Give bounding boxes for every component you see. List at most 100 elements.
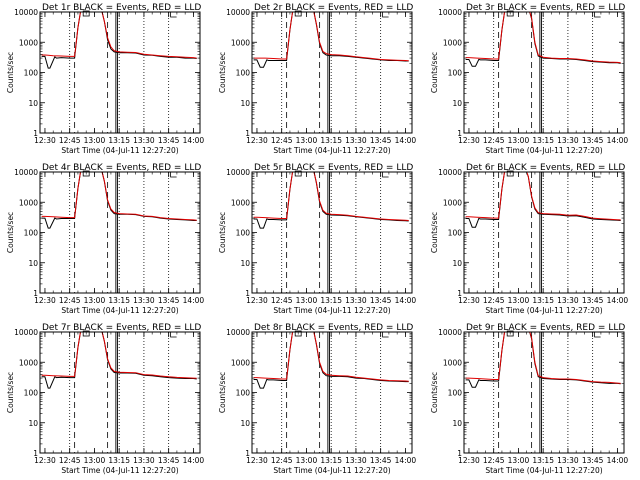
plot-frame <box>463 171 625 294</box>
y-tick-label: 10 <box>452 99 462 108</box>
y-tick-label: 10 <box>28 419 38 428</box>
x-tick-label: 13:15 <box>532 296 554 305</box>
y-tick-label: 100 <box>448 389 463 398</box>
x-tick-label: 14:00 <box>183 296 205 305</box>
panel-title: Det 6r BLACK = Events, RED = LLD <box>466 163 625 173</box>
top-marker <box>594 172 601 178</box>
x-tick-label: 13:15 <box>532 456 554 465</box>
x-tick-label: 13:00 <box>296 456 318 465</box>
y-tick-label: 1 <box>33 129 38 138</box>
panel-title: Det 9r BLACK = Events, RED = LLD <box>466 323 625 333</box>
panel-title: Det 5r BLACK = Events, RED = LLD <box>254 163 413 173</box>
y-tick-label: 100 <box>448 229 463 238</box>
y-tick-label: 10 <box>240 419 250 428</box>
x-tick-label: 12:30 <box>34 136 56 145</box>
y-tick-label: 1 <box>457 129 462 138</box>
y-tick-label: 10000 <box>438 168 462 177</box>
detector-panel-8: Det 8r BLACK = Events, RED = LLD Counts/s… <box>218 323 416 475</box>
plot-frame <box>463 11 625 134</box>
panel-title: Det 4r BLACK = Events, RED = LLD <box>42 163 201 173</box>
x-tick-label: 13:00 <box>296 136 318 145</box>
top-marker <box>170 172 177 178</box>
x-tick-label: 13:15 <box>320 456 342 465</box>
x-tick-label: 12:45 <box>59 456 81 465</box>
y-axis-label: Counts/sec <box>6 212 15 253</box>
x-tick-label: 13:45 <box>158 136 180 145</box>
x-tick-label: 13:30 <box>557 296 579 305</box>
top-marker <box>170 332 177 338</box>
x-tick-label: 13:45 <box>370 296 392 305</box>
x-tick-label: 13:00 <box>296 296 318 305</box>
lld-series-line <box>465 172 621 221</box>
y-tick-label: 1000 <box>19 38 38 47</box>
y-tick-label: 100 <box>24 229 39 238</box>
y-tick-label: 1000 <box>231 358 250 367</box>
x-axis-label: Start Time (04-Jul-11 12:27:20) <box>61 466 178 475</box>
x-tick-label: 12:45 <box>483 296 505 305</box>
y-tick-label: 100 <box>236 69 251 78</box>
x-tick-label: 13:45 <box>582 456 604 465</box>
x-tick-label: 12:30 <box>246 296 268 305</box>
y-axis-label: Counts/sec <box>430 52 439 93</box>
x-tick-label: 13:30 <box>345 136 367 145</box>
y-tick-label: 1 <box>245 449 250 458</box>
x-tick-label: 12:30 <box>246 136 268 145</box>
x-tick-label: 13:00 <box>84 136 106 145</box>
panel-title: Det 8r BLACK = Events, RED = LLD <box>254 323 413 333</box>
y-tick-label: 10000 <box>438 8 462 17</box>
detector-panel-2: Det 2r BLACK = Events, RED = LLD Counts/s… <box>218 3 416 155</box>
top-marker <box>594 12 601 18</box>
lld-series-line <box>41 172 197 221</box>
x-axis-label: Start Time (04-Jul-11 12:27:20) <box>273 146 390 155</box>
detector-panel-7: Det 7r BLACK = Events, RED = LLD Counts/s… <box>6 323 204 475</box>
y-tick-label: 10 <box>28 99 38 108</box>
x-tick-label: 14:00 <box>395 456 417 465</box>
y-axis-label: Counts/sec <box>6 372 15 413</box>
x-tick-label: 12:45 <box>483 136 505 145</box>
x-tick-label: 13:15 <box>320 296 342 305</box>
lld-series-line <box>465 12 621 64</box>
y-tick-label: 10000 <box>14 8 38 17</box>
x-tick-label: 14:00 <box>395 296 417 305</box>
y-tick-label: 1000 <box>231 198 250 207</box>
y-tick-label: 1000 <box>443 358 462 367</box>
y-tick-label: 10000 <box>14 328 38 337</box>
y-tick-label: 1 <box>245 289 250 298</box>
x-axis-label: Start Time (04-Jul-11 12:27:20) <box>61 306 178 315</box>
top-marker <box>382 332 389 338</box>
y-tick-label: 10 <box>452 259 462 268</box>
lld-series-line <box>41 332 197 379</box>
plot-frame <box>39 11 201 134</box>
x-tick-label: 12:30 <box>458 456 480 465</box>
x-tick-label: 12:30 <box>458 136 480 145</box>
y-tick-label: 1 <box>33 449 38 458</box>
y-tick-label: 10000 <box>438 328 462 337</box>
x-tick-label: 13:15 <box>108 296 130 305</box>
x-tick-label: 13:30 <box>345 456 367 465</box>
x-tick-label: 12:30 <box>246 456 268 465</box>
y-tick-label: 10 <box>240 259 250 268</box>
x-tick-label: 14:00 <box>607 296 629 305</box>
x-tick-label: 12:45 <box>271 296 293 305</box>
x-tick-label: 12:30 <box>458 296 480 305</box>
x-axis-label: Start Time (04-Jul-11 12:27:20) <box>485 466 602 475</box>
y-axis-label: Counts/sec <box>430 212 439 253</box>
events-series-line <box>465 12 621 67</box>
x-tick-label: 14:00 <box>395 136 417 145</box>
top-marker <box>170 12 177 18</box>
x-tick-label: 14:00 <box>183 456 205 465</box>
y-tick-label: 1 <box>33 289 38 298</box>
x-tick-label: 13:30 <box>557 136 579 145</box>
y-tick-label: 10 <box>28 259 38 268</box>
y-tick-label: 10 <box>240 99 250 108</box>
x-axis-label: Start Time (04-Jul-11 12:27:20) <box>485 146 602 155</box>
x-tick-label: 12:45 <box>271 456 293 465</box>
top-marker <box>382 12 389 18</box>
x-tick-label: 13:30 <box>345 296 367 305</box>
x-tick-label: 13:30 <box>557 456 579 465</box>
y-tick-label: 1000 <box>443 38 462 47</box>
x-axis-label: Start Time (04-Jul-11 12:27:20) <box>61 146 178 155</box>
x-tick-label: 13:15 <box>108 456 130 465</box>
lld-series-line <box>253 172 409 221</box>
